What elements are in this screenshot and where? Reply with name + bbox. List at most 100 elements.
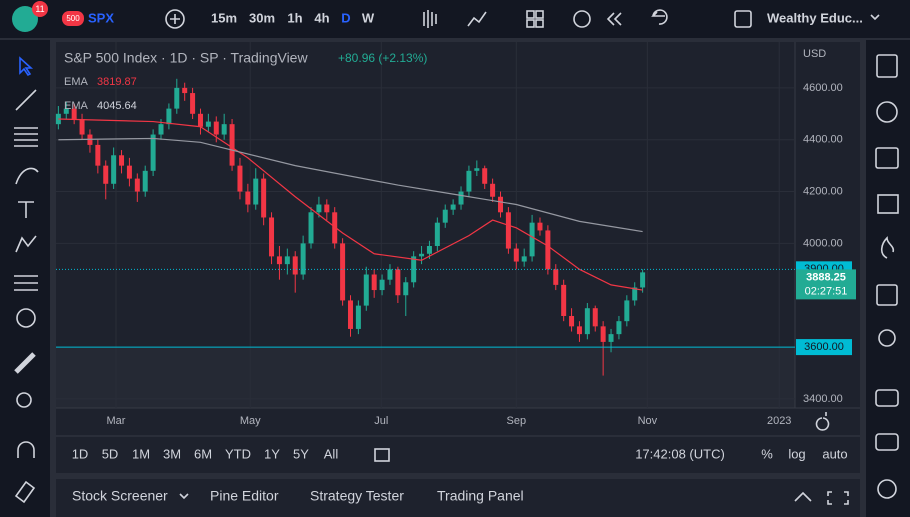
date-range-icon[interactable] — [374, 448, 390, 462]
panel-tab[interactable]: Trading Panel — [437, 488, 524, 504]
layout-icon[interactable] — [526, 10, 535, 19]
range-button[interactable]: 3M — [163, 446, 181, 461]
messages-icon[interactable] — [875, 433, 899, 451]
candle-body — [561, 284, 567, 316]
text-tool[interactable] — [18, 201, 34, 218]
range-button[interactable]: All — [324, 446, 339, 461]
candle-body — [576, 326, 582, 335]
candle-body — [482, 168, 488, 184]
candle-body — [442, 209, 448, 223]
right-toolbar — [866, 40, 910, 517]
panel-tab[interactable]: Stock Screener — [72, 488, 168, 504]
scale-button[interactable]: % — [761, 446, 773, 461]
panel-tab[interactable]: Strategy Tester — [310, 488, 404, 504]
layout-checkbox[interactable] — [734, 10, 752, 28]
magnet-tool[interactable] — [17, 441, 35, 458]
candle-body — [584, 308, 590, 335]
scale-button[interactable]: log — [788, 446, 805, 461]
candle-body — [616, 321, 622, 335]
currency[interactable]: USD — [803, 48, 826, 60]
ema-line — [58, 137, 643, 233]
range-button[interactable]: 5Y — [293, 446, 309, 461]
range-button[interactable]: 1D — [72, 446, 89, 461]
add-symbol[interactable] — [165, 9, 185, 29]
icons-tool[interactable] — [16, 308, 36, 328]
panel-tab[interactable]: Pine Editor — [210, 488, 279, 504]
brush-tool[interactable] — [15, 167, 39, 185]
dropdown-icon[interactable] — [179, 493, 189, 500]
alert-icon[interactable] — [573, 10, 591, 28]
candle-body — [111, 155, 117, 184]
chat-icon[interactable] — [875, 389, 899, 407]
cursor-tool[interactable] — [19, 56, 34, 77]
help-icon[interactable] — [877, 479, 897, 499]
settings-icon[interactable] — [815, 412, 830, 431]
level-label-box — [796, 339, 852, 356]
interval-button[interactable]: D — [341, 10, 350, 25]
news-icon[interactable] — [875, 147, 899, 169]
candle-body — [624, 300, 630, 322]
pattern-tool[interactable] — [15, 235, 37, 253]
range-button[interactable]: 5D — [102, 446, 119, 461]
undo-icon[interactable] — [651, 9, 668, 25]
ideas-icon[interactable] — [877, 194, 899, 214]
candle-body — [498, 196, 504, 213]
alerts-count: 11 — [35, 4, 44, 14]
level-label: 3600.00 — [804, 341, 844, 353]
layout-name[interactable]: Wealthy Educ... — [767, 10, 863, 25]
candle-body — [332, 212, 338, 244]
candle-body — [126, 165, 132, 179]
range-button[interactable]: 6M — [194, 446, 212, 461]
interval-button[interactable]: 1h — [287, 10, 302, 25]
candle-body — [221, 124, 227, 135]
hotlists-icon[interactable] — [880, 236, 895, 259]
symbol[interactable]: SPX — [88, 10, 114, 25]
candle-body — [174, 87, 180, 109]
candle-body — [521, 256, 527, 262]
zoom-tool[interactable] — [16, 392, 32, 408]
candle-body — [134, 178, 140, 192]
calendar-icon[interactable] — [876, 284, 898, 306]
ruler-tool[interactable] — [14, 352, 36, 374]
candle-body — [276, 256, 282, 265]
interval-button[interactable]: W — [362, 10, 375, 25]
alerts-icon[interactable] — [876, 101, 898, 123]
range-button[interactable]: 1Y — [264, 446, 280, 461]
candle-body — [71, 108, 77, 119]
candle-body — [371, 274, 377, 291]
candle-body — [379, 279, 385, 291]
clock[interactable]: 17:42:08 (UTC) — [635, 446, 725, 461]
lock-tool[interactable] — [14, 480, 36, 504]
candle-body — [316, 204, 322, 213]
ideas-bulb-icon[interactable] — [878, 329, 896, 347]
candle-body — [355, 305, 361, 329]
indicators-icon[interactable] — [467, 11, 487, 27]
avatar[interactable] — [12, 6, 38, 32]
range-button[interactable]: 1M — [132, 446, 150, 461]
candle-body — [403, 282, 409, 296]
interval-button[interactable]: 30m — [249, 10, 275, 25]
candle-body — [205, 121, 211, 127]
candle-body — [513, 248, 519, 262]
scale-button[interactable]: auto — [822, 446, 847, 461]
candle-body — [213, 121, 219, 135]
replay-icon[interactable] — [606, 12, 622, 26]
collapse-icon[interactable] — [794, 491, 812, 502]
candle-body — [600, 326, 606, 342]
candle-body — [537, 222, 543, 231]
time-axis[interactable] — [56, 408, 860, 435]
candle-body — [261, 178, 267, 218]
interval-button[interactable]: 4h — [314, 10, 329, 25]
trendline-tool[interactable] — [15, 89, 37, 111]
range-button[interactable]: YTD — [225, 446, 251, 461]
interval-button[interactable]: 15m — [211, 10, 237, 25]
bar-style-icon[interactable] — [423, 10, 437, 28]
left-toolbar — [0, 40, 50, 517]
dropdown-icon[interactable] — [870, 14, 880, 21]
legend-name: EMA — [64, 76, 89, 88]
prediction-tool[interactable] — [14, 275, 38, 291]
maximize-icon[interactable] — [827, 491, 849, 505]
fib-tool[interactable] — [14, 127, 38, 147]
watchlist-icon[interactable] — [876, 54, 898, 78]
candle-body — [545, 230, 551, 270]
